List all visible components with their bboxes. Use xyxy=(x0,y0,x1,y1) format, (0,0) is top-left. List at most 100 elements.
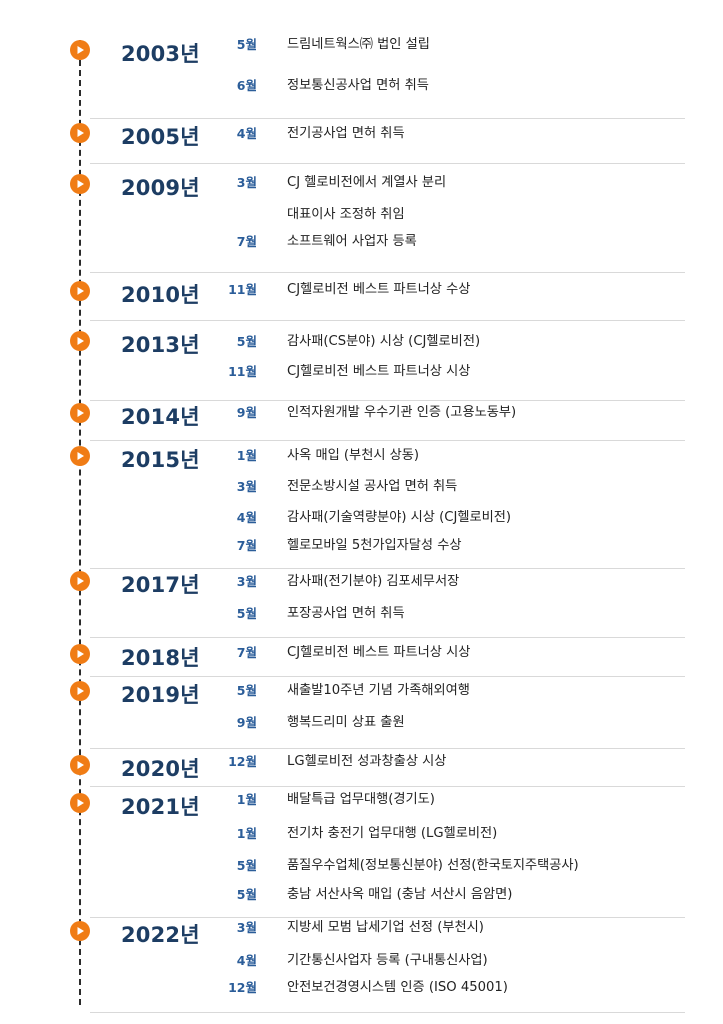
month-label: 1월 xyxy=(236,826,257,841)
history-entry: 7월 CJ헬로비전 베스트 파트너상 시상 xyxy=(0,643,723,663)
play-circle-icon xyxy=(70,40,90,60)
event-description: 충남 서산사옥 매입 (충남 서산시 음암면) xyxy=(287,887,513,902)
history-entry: 대표이사 조정하 취임 xyxy=(0,205,723,225)
history-entry: 5월 품질우수업체(정보통신분야) 선정(한국토지주택공사) xyxy=(0,856,723,876)
event-description: LG헬로비전 성과창출상 시상 xyxy=(287,754,447,769)
month-label: 5월 xyxy=(236,858,257,873)
month-label: 5월 xyxy=(236,606,257,621)
event-description: 전기차 충전기 업무대행 (LG헬로비전) xyxy=(287,826,498,841)
month-label: 7월 xyxy=(236,645,257,660)
play-circle-icon xyxy=(70,174,90,194)
month-label: 12월 xyxy=(228,980,257,995)
month-label: 5월 xyxy=(236,37,257,52)
month-label: 5월 xyxy=(236,887,257,902)
event-description: 감사패(기술역량분야) 시상 (CJ헬로비전) xyxy=(287,510,512,525)
play-circle-icon xyxy=(70,446,90,466)
month-label: 9월 xyxy=(236,715,257,730)
event-description: CJ헬로비전 베스트 파트너상 수상 xyxy=(287,282,471,297)
history-entry: 11월 CJ헬로비전 베스트 파트너상 시상 xyxy=(0,362,723,382)
section-divider xyxy=(90,118,685,119)
month-label: 3월 xyxy=(236,175,257,190)
month-label: 11월 xyxy=(228,282,257,297)
event-description: 기간통신사업자 등록 (구내통신사업) xyxy=(287,953,488,968)
history-entry: 9월 행복드리미 상표 출원 xyxy=(0,713,723,733)
event-description: 헬로모바일 5천가입자달성 수상 xyxy=(287,538,462,553)
event-description: CJ 헬로비전에서 계열사 분리 xyxy=(287,175,447,190)
year-label: 2005년 xyxy=(121,125,200,149)
event-description: 전문소방시설 공사업 면허 취득 xyxy=(287,479,458,494)
history-entry: 5월 새출발10주년 기념 가족해외여행 xyxy=(0,681,723,701)
event-description: 감사패(CS분야) 시상 (CJ헬로비전) xyxy=(287,334,481,349)
month-label: 9월 xyxy=(236,405,257,420)
history-entry: 1월 전기차 충전기 업무대행 (LG헬로비전) xyxy=(0,824,723,844)
event-description: 행복드리미 상표 출원 xyxy=(287,715,405,730)
play-circle-icon xyxy=(70,644,90,664)
event-description: 소프트웨어 사업자 등록 xyxy=(287,234,417,249)
event-description: 포장공사업 면허 취득 xyxy=(287,606,405,621)
history-entry: 1월 배달특급 업무대행(경기도) xyxy=(0,790,723,810)
section-divider xyxy=(90,163,685,164)
month-label: 1월 xyxy=(236,792,257,807)
section-divider xyxy=(90,320,685,321)
year-label: 2014년 xyxy=(121,405,200,429)
month-label: 7월 xyxy=(236,538,257,553)
month-label: 4월 xyxy=(236,510,257,525)
event-description: 안전보건경영시스템 인증 (ISO 45001) xyxy=(287,980,508,995)
year-label: 2013년 xyxy=(121,333,200,357)
month-label: 5월 xyxy=(236,683,257,698)
history-entry: 4월 감사패(기술역량분야) 시상 (CJ헬로비전) xyxy=(0,508,723,528)
month-label: 4월 xyxy=(236,126,257,141)
history-entry: 3월 전문소방시설 공사업 면허 취득 xyxy=(0,477,723,497)
month-label: 1월 xyxy=(236,448,257,463)
year-label: 2017년 xyxy=(121,573,200,597)
month-label: 5월 xyxy=(236,334,257,349)
month-label: 3월 xyxy=(236,574,257,589)
year-label: 2010년 xyxy=(121,283,200,307)
history-entry: 1월 사옥 매입 (부천시 상동) xyxy=(0,446,723,466)
history-entry: 11월 CJ헬로비전 베스트 파트너상 수상 xyxy=(0,280,723,300)
month-label: 11월 xyxy=(228,364,257,379)
history-entry: 7월 헬로모바일 5천가입자달성 수상 xyxy=(0,536,723,556)
section-divider xyxy=(90,272,685,273)
section-divider xyxy=(90,637,685,638)
event-description: 대표이사 조정하 취임 xyxy=(287,207,405,222)
month-label: 4월 xyxy=(236,953,257,968)
play-circle-icon xyxy=(70,681,90,701)
history-entry: 5월 드림네트웍스㈜ 법인 설립 xyxy=(0,35,723,55)
event-description: 품질우수업체(정보통신분야) 선정(한국토지주택공사) xyxy=(287,858,579,873)
year-label: 2015년 xyxy=(121,448,200,472)
year-label: 2020년 xyxy=(121,757,200,781)
month-label: 6월 xyxy=(236,78,257,93)
play-circle-icon xyxy=(70,755,90,775)
event-description: 배달특급 업무대행(경기도) xyxy=(287,792,435,807)
history-entry: 9월 인적자원개발 우수기관 인증 (고용노동부) xyxy=(0,403,723,423)
event-description: 지방세 모범 납세기업 선정 (부천시) xyxy=(287,920,484,935)
section-divider xyxy=(90,917,685,918)
history-entry: 3월 CJ 헬로비전에서 계열사 분리 xyxy=(0,173,723,193)
play-circle-icon xyxy=(70,123,90,143)
year-label: 2021년 xyxy=(121,795,200,819)
history-entry: 12월 LG헬로비전 성과창출상 시상 xyxy=(0,752,723,772)
play-circle-icon xyxy=(70,793,90,813)
history-entry: 7월 소프트웨어 사업자 등록 xyxy=(0,232,723,252)
play-circle-icon xyxy=(70,331,90,351)
year-label: 2018년 xyxy=(121,646,200,670)
event-description: 사옥 매입 (부천시 상동) xyxy=(287,448,420,463)
history-entry: 3월 감사패(전기분야) 김포세무서장 xyxy=(0,572,723,592)
event-description: CJ헬로비전 베스트 파트너상 시상 xyxy=(287,364,471,379)
event-description: CJ헬로비전 베스트 파트너상 시상 xyxy=(287,645,471,660)
event-description: 새출발10주년 기념 가족해외여행 xyxy=(287,683,470,698)
play-circle-icon xyxy=(70,403,90,423)
history-entry: 5월 감사패(CS분야) 시상 (CJ헬로비전) xyxy=(0,332,723,352)
event-description: 드림네트웍스㈜ 법인 설립 xyxy=(287,37,430,52)
event-description: 인적자원개발 우수기관 인증 (고용노동부) xyxy=(287,405,517,420)
play-circle-icon xyxy=(70,571,90,591)
year-label: 2019년 xyxy=(121,683,200,707)
history-entry: 5월 포장공사업 면허 취득 xyxy=(0,604,723,624)
history-entry: 3월 지방세 모범 납세기업 선정 (부천시) xyxy=(0,918,723,938)
event-description: 감사패(전기분야) 김포세무서장 xyxy=(287,574,460,589)
history-entry: 5월 충남 서산사옥 매입 (충남 서산시 음암면) xyxy=(0,885,723,905)
section-divider xyxy=(90,748,685,749)
play-circle-icon xyxy=(70,921,90,941)
year-label: 2003년 xyxy=(121,42,200,66)
